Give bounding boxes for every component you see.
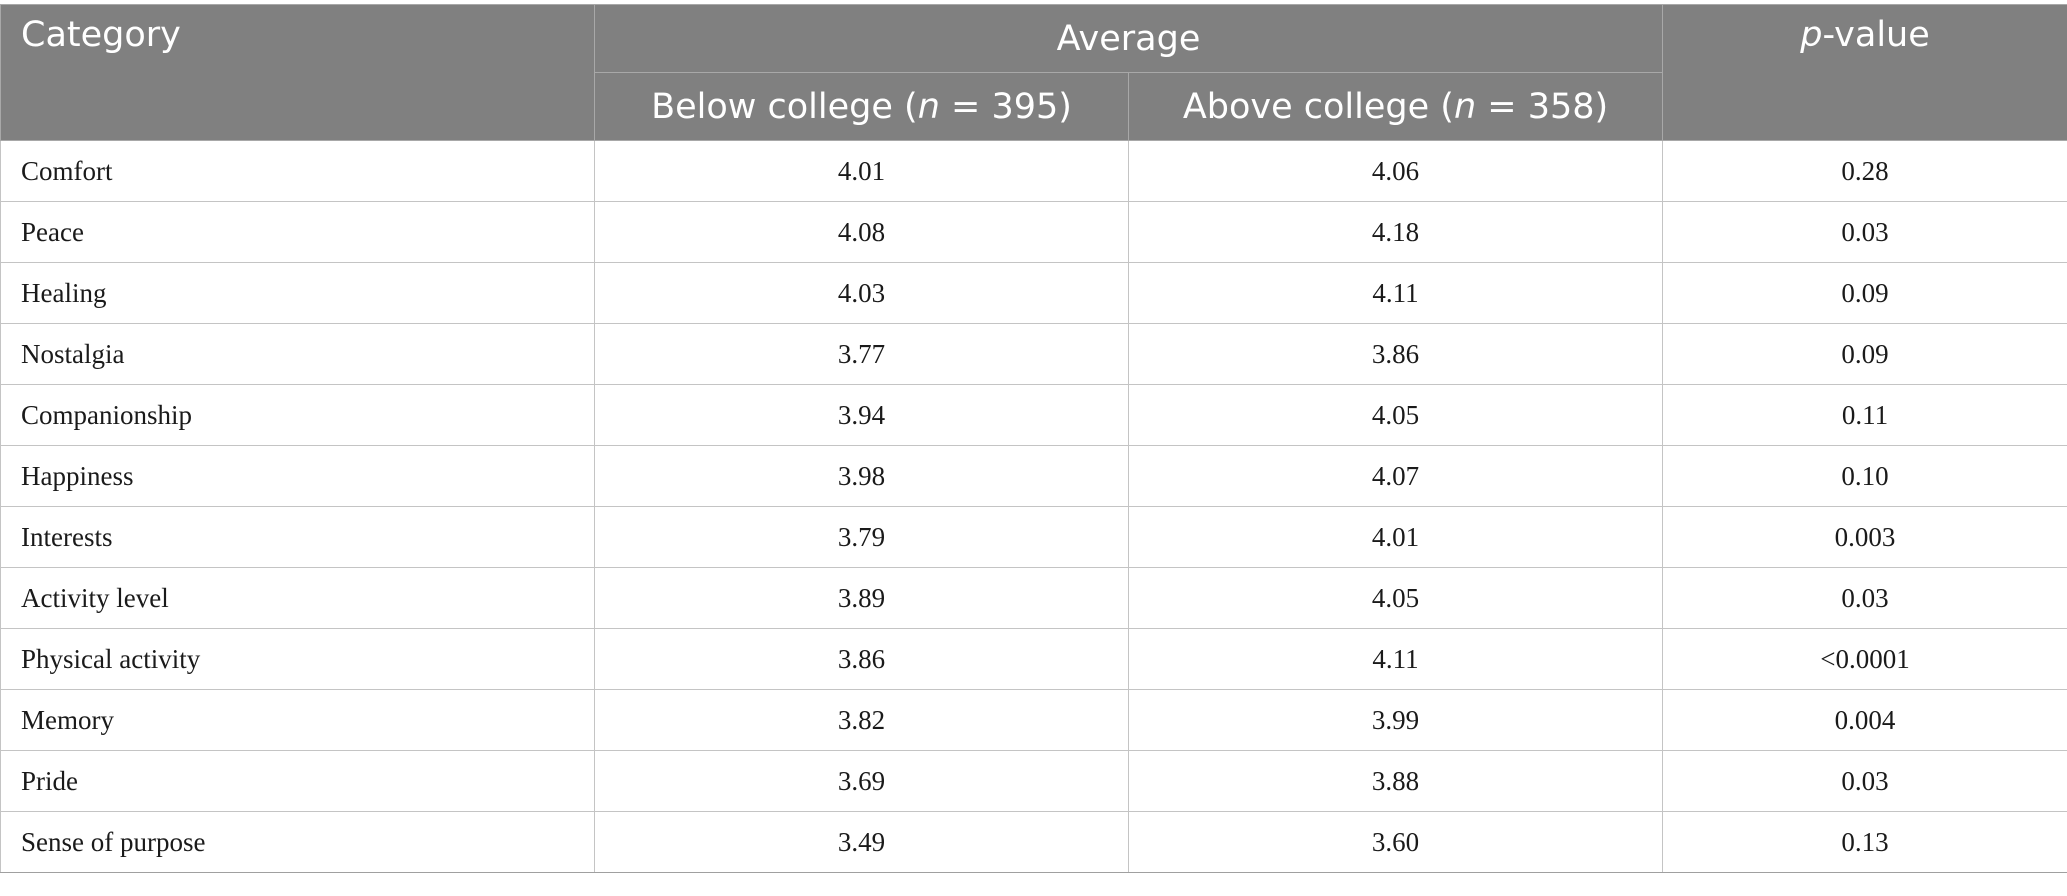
cell-category: Happiness [0,445,595,507]
table-row: Interests 3.79 4.01 0.003 [0,506,2067,568]
cell-category: Sense of purpose [0,811,595,873]
cell-above-college: 4.05 [1127,567,1664,629]
cell-p-value: 0.11 [1662,384,2067,446]
header-below-value: = 395) [939,86,1072,127]
cell-below-college: 3.69 [594,750,1129,812]
cell-p-value: 0.13 [1662,811,2067,873]
cell-above-college: 3.88 [1127,750,1664,812]
table-body: Comfort 4.01 4.06 0.28 Peace 4.08 4.18 0… [0,140,2067,873]
header-row-top: Category Average p-value [0,4,2067,141]
table-row: Physical activity 3.86 4.11 <0.0001 [0,628,2067,690]
cell-above-college: 4.11 [1127,262,1664,324]
header-p-letter: p [1800,15,1823,55]
table-row: Activity level 3.89 4.05 0.03 [0,567,2067,629]
cell-below-college: 4.01 [594,140,1129,202]
cell-category: Physical activity [0,628,595,690]
header-above-value: = 358) [1476,86,1609,127]
table-row: Happiness 3.98 4.07 0.10 [0,445,2067,507]
header-below-college: Below college (n = 395) [594,72,1129,141]
header-average: Average [593,4,1664,73]
cell-category: Nostalgia [0,323,595,385]
cell-below-college: 3.77 [594,323,1129,385]
cell-above-college: 4.01 [1127,506,1664,568]
cell-p-value: 0.03 [1662,567,2067,629]
cell-p-value: 0.003 [1662,506,2067,568]
cell-above-college: 4.05 [1127,384,1664,446]
cell-p-value: 0.09 [1662,323,2067,385]
cell-above-college: 4.18 [1127,201,1664,263]
cell-below-college: 3.89 [594,567,1129,629]
cell-p-value: 0.09 [1662,262,2067,324]
header-category: Category [0,4,595,141]
cell-category: Memory [0,689,595,751]
table-row: Pride 3.69 3.88 0.03 [0,750,2067,812]
header-above-college: Above college (n = 358) [1127,72,1664,141]
table-row: Healing 4.03 4.11 0.09 [0,262,2067,324]
cell-above-college: 3.99 [1127,689,1664,751]
cell-above-college: 3.60 [1127,811,1664,873]
cell-below-college: 3.86 [594,628,1129,690]
table-row: Comfort 4.01 4.06 0.28 [0,140,2067,202]
cell-category: Pride [0,750,595,812]
cell-category: Comfort [0,140,595,202]
cell-below-college: 3.82 [594,689,1129,751]
cell-above-college: 4.11 [1127,628,1664,690]
cell-p-value: 0.004 [1662,689,2067,751]
cell-below-college: 3.79 [594,506,1129,568]
cell-below-college: 4.03 [594,262,1129,324]
header-above-text: Above college ( [1182,86,1454,127]
header-above-n: n [1453,86,1477,127]
cell-below-college: 3.94 [594,384,1129,446]
table-row: Nostalgia 3.77 3.86 0.09 [0,323,2067,385]
header-p-rest: -value [1822,15,1930,55]
table-row: Sense of purpose 3.49 3.60 0.13 [0,811,2067,873]
cell-below-college: 4.08 [594,201,1129,263]
cell-category: Peace [0,201,595,263]
cell-p-value: 0.03 [1662,201,2067,263]
cell-p-value: 0.03 [1662,750,2067,812]
table-row: Peace 4.08 4.18 0.03 [0,201,2067,263]
cell-p-value: 0.28 [1662,140,2067,202]
table-header: Category Average p-value Below college (… [0,4,2067,141]
cell-category: Companionship [0,384,595,446]
cell-below-college: 3.49 [594,811,1129,873]
table-row: Memory 3.82 3.99 0.004 [0,689,2067,751]
header-row-bottom: Below college (n = 395) Above college (n… [1,72,2067,141]
cell-above-college: 4.07 [1127,445,1664,507]
header-p-value: p-value [1662,4,2067,141]
cell-category: Activity level [0,567,595,629]
cell-p-value: 0.10 [1662,445,2067,507]
cell-above-college: 4.06 [1127,140,1664,202]
cell-above-college: 3.86 [1127,323,1664,385]
cell-p-value: <0.0001 [1662,628,2067,690]
header-below-text: Below college ( [651,86,918,127]
results-table: Category Average p-value Below college (… [0,4,2067,873]
cell-below-college: 3.98 [594,445,1129,507]
table-row: Companionship 3.94 4.05 0.11 [0,384,2067,446]
cell-category: Interests [0,506,595,568]
cell-category: Healing [0,262,595,324]
header-below-n: n [917,86,940,127]
